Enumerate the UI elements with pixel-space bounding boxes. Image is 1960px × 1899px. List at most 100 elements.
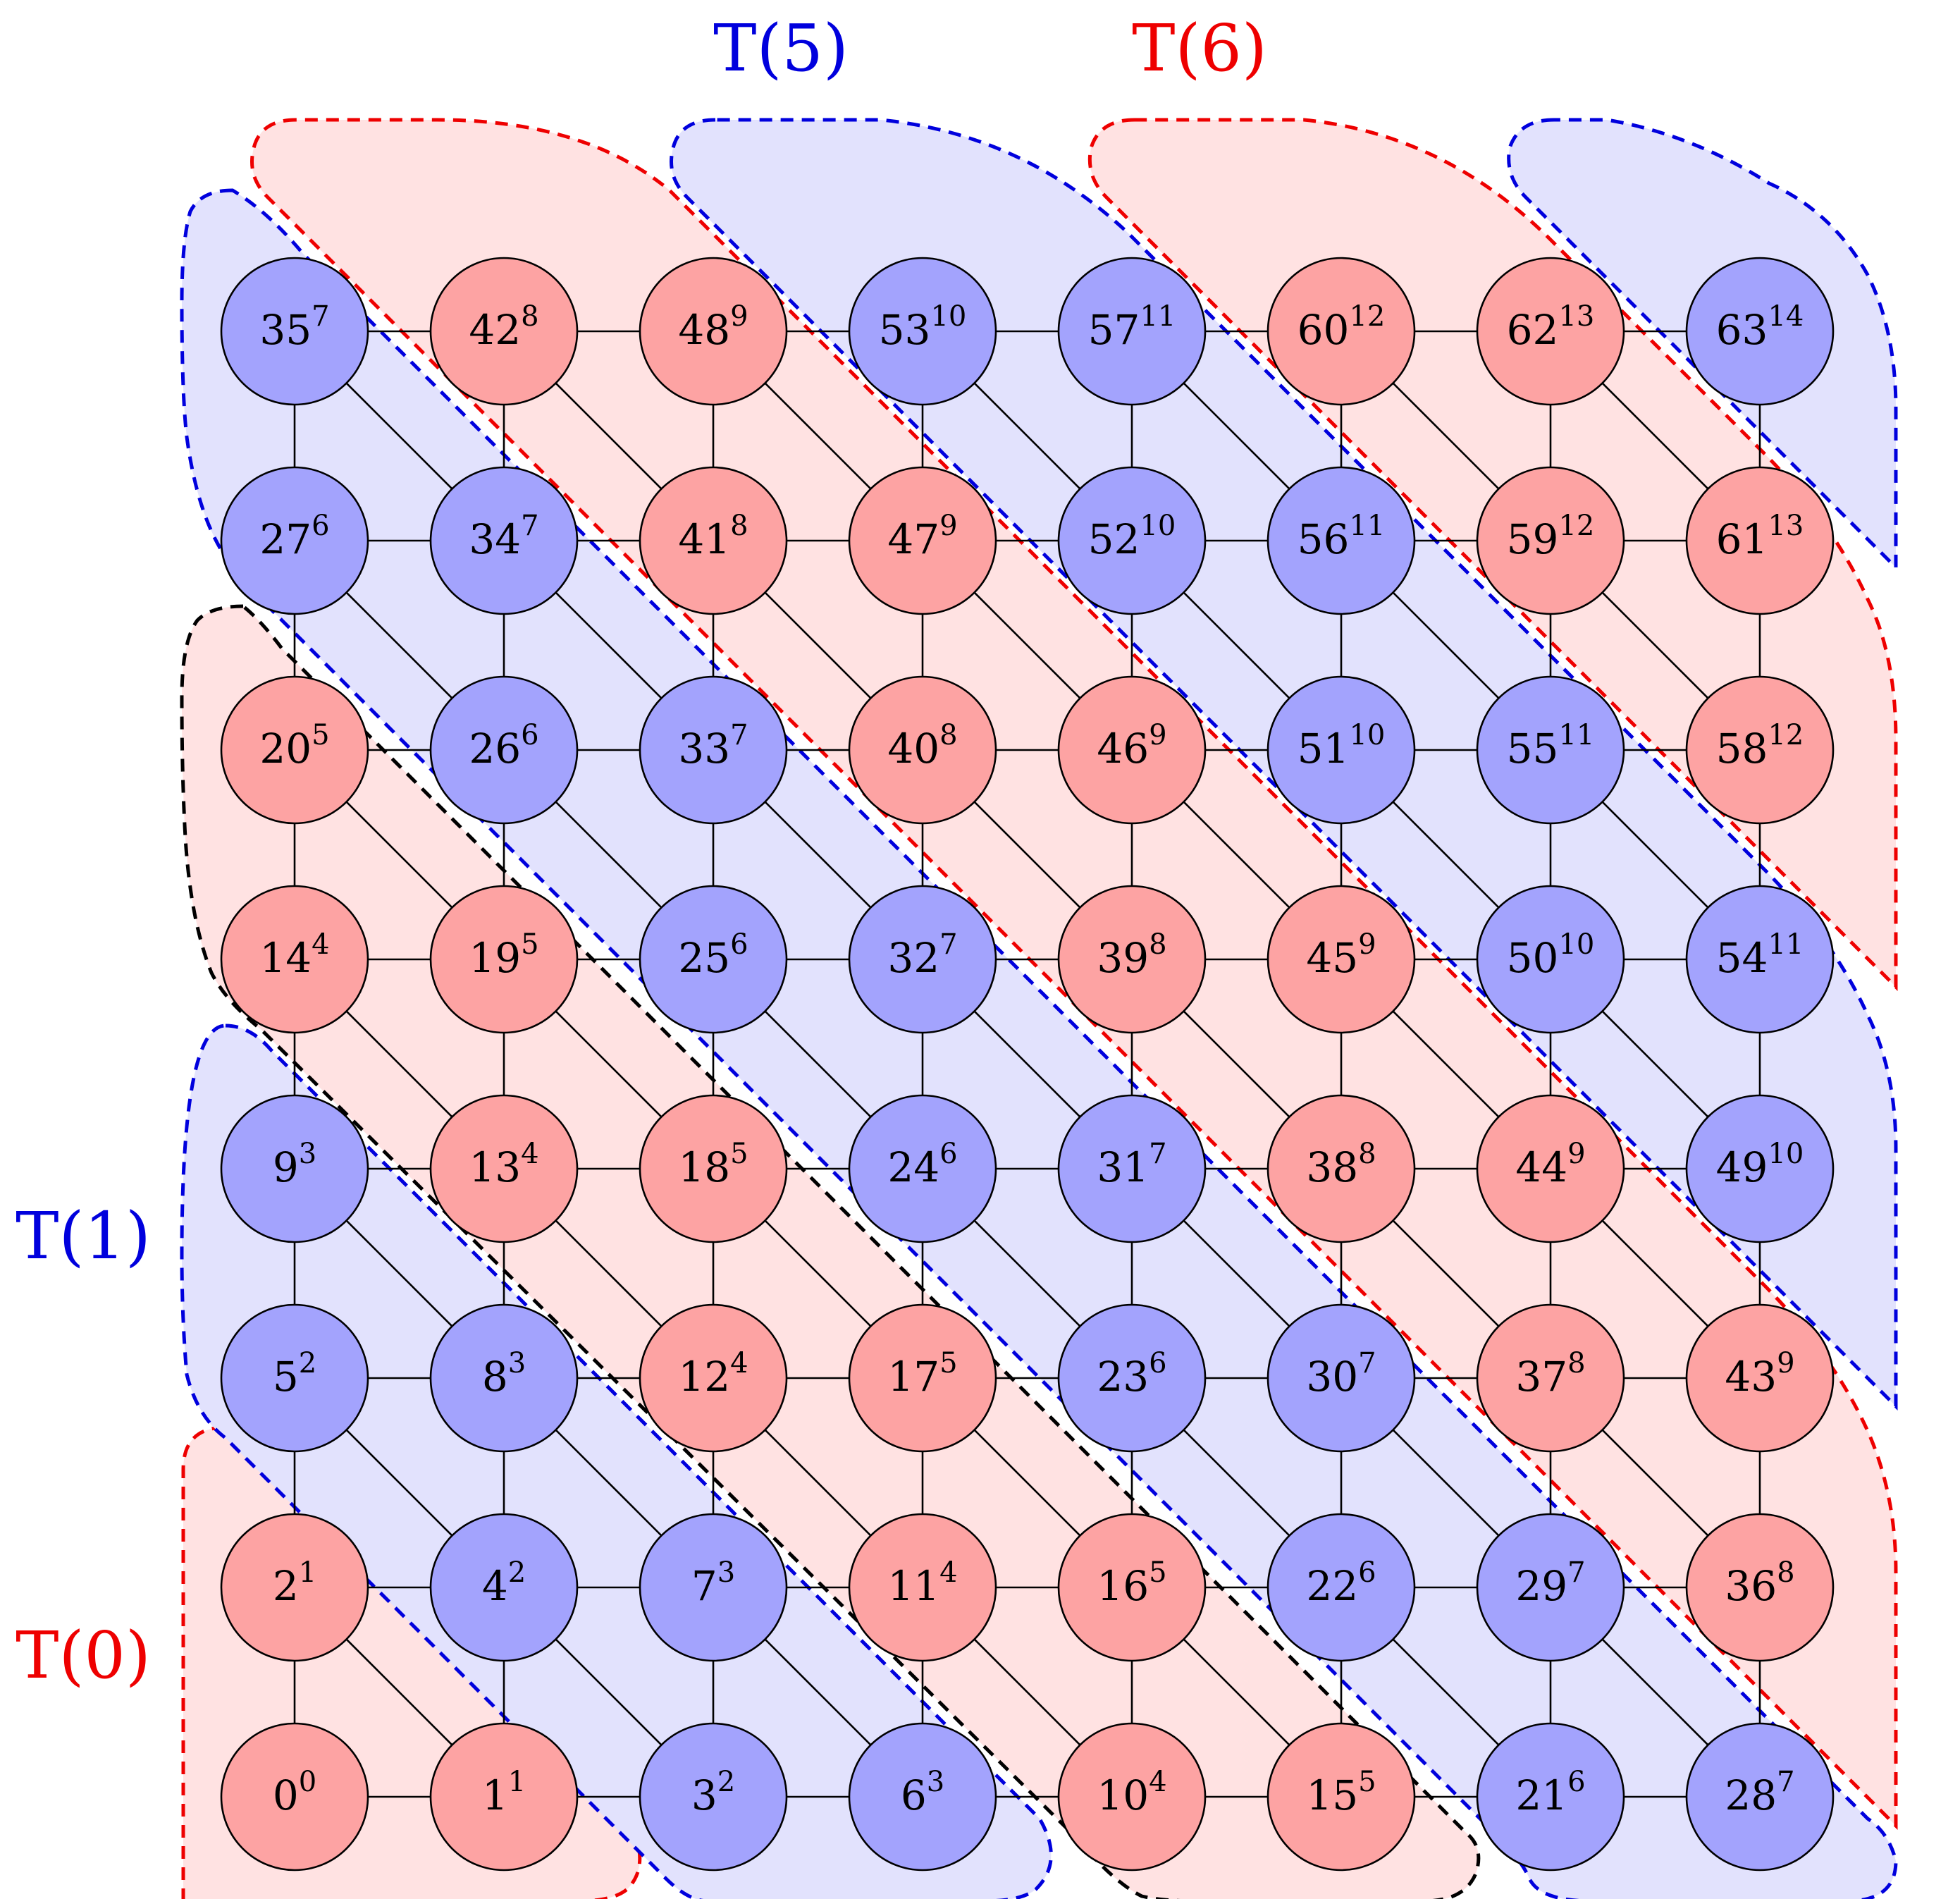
node-number: 10 [1097, 1771, 1149, 1819]
node-circle [639, 1722, 788, 1872]
grid-node: 5511 [1476, 675, 1625, 825]
node-exponent: 4 [730, 1347, 748, 1379]
node-exponent: 3 [299, 1138, 316, 1170]
node-exponent: 8 [521, 300, 538, 333]
node-exponent: 8 [1567, 1347, 1585, 1379]
grid-node: 469 [1057, 675, 1207, 825]
node-number: 50 [1507, 934, 1559, 982]
node-number: 34 [469, 515, 521, 563]
node-number: 23 [1097, 1353, 1149, 1401]
grid-node: 32 [639, 1722, 788, 1872]
node-circle [1685, 1094, 1835, 1243]
node-exponent: 10 [1140, 510, 1176, 542]
node-number: 63 [1716, 306, 1768, 354]
grid-node: 307 [1266, 1303, 1416, 1453]
node-exponent: 9 [1358, 928, 1376, 961]
node-label: 357 [259, 300, 329, 354]
node-circle [220, 1513, 369, 1662]
node-number: 3 [691, 1771, 717, 1819]
node-exponent: 10 [1349, 719, 1385, 751]
grid-node: 489 [639, 257, 788, 406]
grid-node: 63 [848, 1722, 997, 1872]
grid-node: 418 [639, 466, 788, 615]
node-label: 114 [887, 1556, 957, 1610]
node-label: 175 [887, 1347, 957, 1401]
node-label: 52 [273, 1347, 316, 1401]
node-circle [1057, 466, 1207, 615]
node-number: 61 [1716, 515, 1768, 563]
node-circle [1476, 1303, 1625, 1453]
node-label: 216 [1515, 1766, 1585, 1819]
node-exponent: 7 [1567, 1556, 1585, 1589]
node-circle [848, 1094, 997, 1243]
node-exponent: 2 [299, 1347, 316, 1379]
node-label: 73 [691, 1556, 735, 1610]
node-exponent: 1 [299, 1556, 316, 1589]
node-label: 11 [482, 1766, 526, 1819]
node-label: 368 [1725, 1556, 1794, 1610]
node-label: 5010 [1507, 928, 1595, 982]
node-label: 165 [1097, 1556, 1166, 1610]
node-number: 39 [1097, 934, 1149, 982]
grid-node: 276 [220, 466, 369, 615]
node-label: 205 [259, 719, 329, 773]
node-circle [1266, 675, 1416, 825]
grid-node: 5611 [1266, 466, 1416, 615]
node-circle [1057, 1303, 1207, 1453]
node-label: 398 [1097, 928, 1166, 982]
node-exponent: 6 [1567, 1766, 1585, 1798]
node-circle [639, 885, 788, 1034]
node-number: 41 [678, 515, 730, 563]
node-circle [429, 885, 579, 1034]
node-label: 5711 [1088, 300, 1176, 354]
node-number: 53 [879, 306, 931, 354]
grid-node: 236 [1057, 1303, 1207, 1453]
node-exponent: 3 [717, 1556, 735, 1589]
node-circle [1057, 1513, 1207, 1662]
node-label: 276 [259, 510, 329, 563]
node-label: 6012 [1298, 300, 1386, 354]
node-number: 42 [469, 306, 521, 354]
grid-node: 104 [1057, 1722, 1207, 1872]
node-exponent: 9 [730, 300, 748, 333]
node-circle [1685, 1722, 1835, 1872]
grid-node: 6314 [1685, 257, 1835, 406]
grid-node: 165 [1057, 1513, 1207, 1662]
node-number: 38 [1306, 1143, 1358, 1191]
node-exponent: 11 [1768, 928, 1804, 961]
node-label: 5411 [1716, 928, 1804, 982]
node-exponent: 5 [521, 928, 538, 961]
node-circle [1476, 885, 1625, 1034]
region-layer [180, 118, 1898, 1899]
node-number: 40 [887, 725, 939, 773]
grid-node: 175 [848, 1303, 997, 1453]
grid-node: 408 [848, 675, 997, 825]
node-label: 428 [469, 300, 538, 354]
node-number: 35 [259, 306, 312, 354]
node-number: 5 [273, 1353, 299, 1401]
node-circle [1476, 675, 1625, 825]
node-number: 32 [887, 934, 939, 982]
node-number: 31 [1097, 1143, 1149, 1191]
node-exponent: 6 [730, 928, 748, 961]
node-number: 58 [1716, 725, 1768, 773]
node-label: 6113 [1716, 510, 1804, 563]
node-exponent: 10 [1558, 928, 1594, 961]
node-number: 59 [1507, 515, 1559, 563]
node-circle [848, 885, 997, 1034]
node-number: 1 [482, 1771, 508, 1819]
node-exponent: 6 [1149, 1347, 1166, 1379]
node-label: 347 [469, 510, 538, 563]
node-exponent: 13 [1768, 510, 1804, 542]
node-number: 16 [1097, 1562, 1149, 1610]
node-label: 144 [259, 928, 329, 982]
node-exponent: 8 [1777, 1556, 1794, 1589]
node-label: 5611 [1298, 510, 1386, 563]
node-number: 22 [1306, 1562, 1358, 1610]
node-circle [429, 1513, 579, 1662]
region-t3 [180, 188, 1898, 1899]
node-exponent: 12 [1349, 300, 1385, 333]
node-number: 4 [482, 1562, 508, 1610]
node-label: 439 [1725, 1347, 1794, 1401]
node-circle [429, 1094, 579, 1243]
